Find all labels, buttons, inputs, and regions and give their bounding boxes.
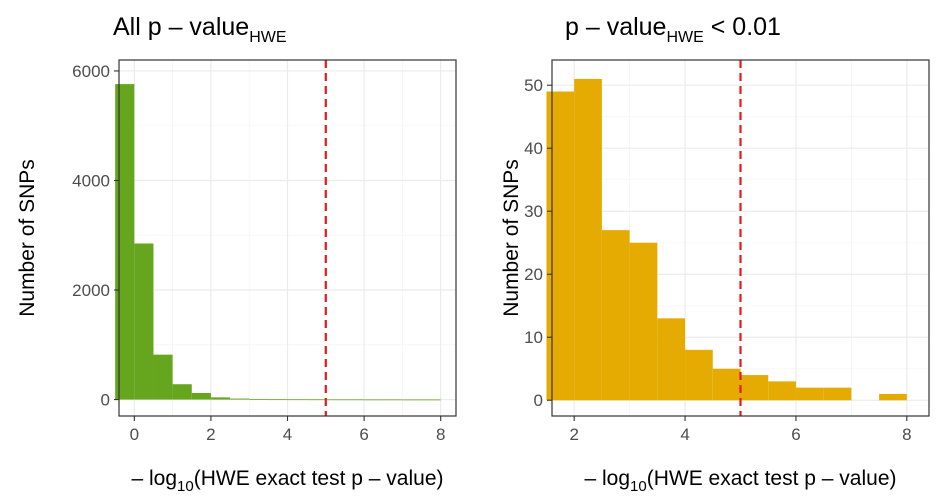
y-tick-label: 10 bbox=[524, 328, 543, 347]
histogram-bar bbox=[685, 349, 713, 401]
histogram-bar bbox=[657, 318, 686, 401]
histogram-bar bbox=[153, 354, 173, 400]
y-tick-label: 50 bbox=[524, 76, 543, 95]
x-axis-label-rest: (HWE exact test p – value) bbox=[647, 467, 897, 490]
histogram-bar bbox=[325, 399, 345, 401]
histogram-bar bbox=[383, 399, 403, 401]
histogram-bar bbox=[268, 399, 288, 401]
chart-title-main: p – value bbox=[565, 13, 666, 41]
x-tick-label: 8 bbox=[902, 425, 911, 444]
x-tick-label: 4 bbox=[680, 425, 689, 444]
histogram-bar bbox=[402, 399, 422, 401]
histogram-bar bbox=[823, 387, 852, 401]
histogram-bar bbox=[230, 398, 250, 400]
histogram-bar bbox=[134, 243, 154, 400]
x-tick-label: 2 bbox=[569, 425, 578, 444]
y-axis-label: Number of SNPs bbox=[16, 159, 39, 317]
histogram-bar bbox=[546, 91, 575, 401]
histogram-bar bbox=[601, 230, 630, 401]
histogram-bar bbox=[364, 399, 384, 401]
histogram-bar bbox=[421, 399, 441, 401]
y-tick-label: 6000 bbox=[72, 62, 110, 81]
x-tick-label: 4 bbox=[283, 425, 292, 444]
x-axis-label-rest: (HWE exact test p – value) bbox=[194, 467, 444, 490]
y-tick-label: 20 bbox=[524, 265, 543, 284]
y-tick-label: 0 bbox=[101, 391, 110, 410]
x-axis-label-subscript: 10 bbox=[177, 478, 194, 495]
chart-panel-pvalues-below-001: 0 10 20 30 40 50 2 4 6 8 p – valueHWE < 0.01 Number… bbox=[500, 13, 930, 495]
y-axis-label: Number of SNPs bbox=[500, 159, 523, 317]
histogram-bar bbox=[172, 384, 192, 400]
chart-title: p – valueHWE < 0.01 bbox=[565, 13, 781, 46]
x-tick-label: 6 bbox=[359, 425, 368, 444]
y-tick-label: 4000 bbox=[72, 171, 110, 190]
histogram-bar bbox=[344, 399, 365, 401]
histogram-bar bbox=[210, 397, 231, 400]
y-tick-label: 2000 bbox=[72, 281, 110, 300]
chart-panel-all-pvalues: 0 2000 4000 6000 0 2 4 6 8 All p – valueHWE Number… bbox=[16, 13, 457, 495]
x-tick-label: 6 bbox=[791, 425, 800, 444]
histogram-bar bbox=[712, 368, 741, 401]
y-tick-label: 30 bbox=[524, 202, 543, 221]
histogram-bar bbox=[306, 399, 326, 401]
histogram-bar bbox=[287, 399, 307, 401]
histogram-bar bbox=[629, 242, 658, 401]
x-axis-label: – log10(HWE exact test p – value) bbox=[585, 467, 897, 495]
histogram-bar bbox=[574, 78, 602, 401]
chart-title-subscript: HWE bbox=[666, 29, 703, 46]
chart-title-subscript: HWE bbox=[249, 29, 286, 46]
x-axis-label-subscript: 10 bbox=[630, 478, 647, 495]
x-axis-label-prefix: – log bbox=[585, 467, 631, 490]
chart-title: All p – valueHWE bbox=[113, 13, 287, 46]
histogram-bar bbox=[768, 381, 796, 401]
chart-title-main: All p – value bbox=[113, 13, 249, 41]
x-axis-label: – log10(HWE exact test p – value) bbox=[132, 467, 444, 495]
x-tick-label: 8 bbox=[436, 425, 445, 444]
histogram-bar bbox=[191, 392, 211, 400]
x-axis-label-prefix: – log bbox=[132, 467, 178, 490]
histogram-bar bbox=[795, 387, 824, 401]
panel-border bbox=[551, 59, 930, 417]
y-tick-label: 40 bbox=[524, 139, 543, 158]
x-tick-label: 2 bbox=[206, 425, 215, 444]
histogram-bar bbox=[740, 375, 769, 401]
y-tick-label: 0 bbox=[534, 391, 543, 410]
chart-title-tail: < 0.01 bbox=[704, 13, 781, 41]
histogram-bar bbox=[115, 84, 135, 400]
x-tick-label: 0 bbox=[130, 425, 139, 444]
histogram-bar bbox=[249, 399, 269, 400]
histogram-bar bbox=[879, 393, 907, 401]
